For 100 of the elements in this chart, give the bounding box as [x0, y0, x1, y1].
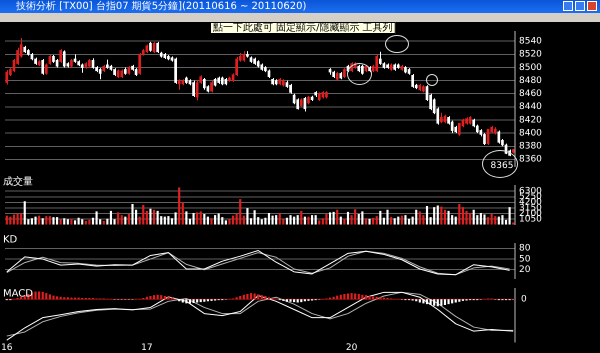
bar — [196, 212, 198, 225]
candlestick — [378, 51, 382, 66]
bar — [483, 214, 486, 225]
bar — [465, 210, 468, 225]
bar — [386, 210, 389, 225]
bar — [156, 210, 159, 225]
bar — [340, 294, 342, 300]
bar — [368, 296, 371, 300]
bar — [418, 299, 421, 303]
y-tick-label: 8440 — [519, 102, 542, 112]
bar — [364, 218, 368, 225]
bar — [52, 217, 55, 225]
chart-title: 成交量 — [3, 176, 33, 188]
bar — [440, 206, 442, 225]
bar — [164, 296, 166, 300]
y-tick-label: 8360 — [519, 154, 542, 165]
bar — [390, 217, 392, 225]
bar — [34, 291, 37, 300]
bar — [332, 296, 335, 300]
candlestick — [450, 120, 454, 134]
bar — [286, 218, 288, 225]
bar — [372, 218, 374, 225]
bar — [42, 218, 44, 225]
bar — [128, 214, 130, 225]
bar — [350, 293, 353, 300]
candlestick — [375, 54, 378, 73]
bar — [358, 214, 360, 225]
bar — [418, 211, 421, 225]
candlestick — [210, 80, 213, 93]
bar — [20, 296, 22, 300]
bar — [210, 218, 213, 225]
bar — [346, 212, 350, 225]
bar — [376, 296, 378, 300]
bar — [454, 216, 457, 225]
bar — [188, 299, 192, 304]
x-tick-label: 20 — [346, 342, 358, 353]
bar — [454, 299, 457, 303]
bar — [444, 210, 446, 225]
bar — [250, 293, 252, 300]
bar — [264, 296, 266, 300]
bar — [124, 216, 126, 225]
bar — [361, 211, 364, 225]
candlestick — [242, 50, 246, 62]
candlestick — [292, 93, 296, 105]
bar — [200, 211, 202, 225]
bar — [426, 206, 428, 225]
bar — [185, 211, 188, 225]
bar — [332, 212, 335, 225]
bar — [307, 216, 310, 225]
bar — [512, 222, 514, 225]
candlestick — [440, 112, 443, 124]
bar — [379, 210, 382, 225]
bar — [63, 218, 66, 225]
bar — [16, 214, 19, 225]
bar — [152, 295, 156, 300]
bar — [433, 299, 436, 306]
bar — [289, 215, 292, 225]
bar — [102, 220, 105, 225]
bar — [354, 294, 356, 300]
bar — [131, 204, 134, 225]
bar — [84, 220, 87, 225]
bar — [185, 299, 188, 304]
bar — [167, 216, 170, 225]
bar — [20, 212, 22, 225]
bar — [322, 218, 324, 225]
candlestick — [343, 68, 346, 78]
bar — [96, 211, 98, 225]
candlestick — [149, 41, 152, 52]
bar — [314, 215, 317, 225]
bar — [254, 294, 256, 300]
y-tick-label: 8400 — [519, 128, 542, 138]
bar — [164, 216, 166, 225]
bar — [242, 294, 245, 300]
bar — [480, 212, 482, 225]
bar — [271, 216, 274, 225]
candlestick — [41, 58, 44, 76]
bar — [494, 216, 496, 225]
candlestick — [92, 58, 94, 70]
bar — [174, 212, 177, 225]
bar — [433, 207, 436, 225]
candlestick — [62, 50, 66, 68]
bar — [117, 212, 120, 225]
bar — [311, 215, 314, 225]
bar — [268, 212, 270, 225]
candlestick — [80, 63, 84, 74]
bar — [192, 212, 195, 225]
bar — [260, 295, 263, 300]
bar — [404, 215, 407, 225]
bar — [451, 215, 454, 225]
bar — [422, 215, 424, 225]
y-tick-label: 50 — [519, 254, 531, 264]
bar — [469, 212, 472, 225]
bar — [394, 218, 396, 225]
bar — [346, 294, 350, 300]
chart-title: 技術分析 [TX00] 台指07 期貨5分鐘](20110616 ~ 20110620) — [16, 1, 306, 12]
bar — [81, 219, 84, 225]
bar — [364, 295, 368, 300]
bar — [30, 218, 34, 225]
bar — [328, 212, 332, 225]
bar — [232, 216, 234, 225]
